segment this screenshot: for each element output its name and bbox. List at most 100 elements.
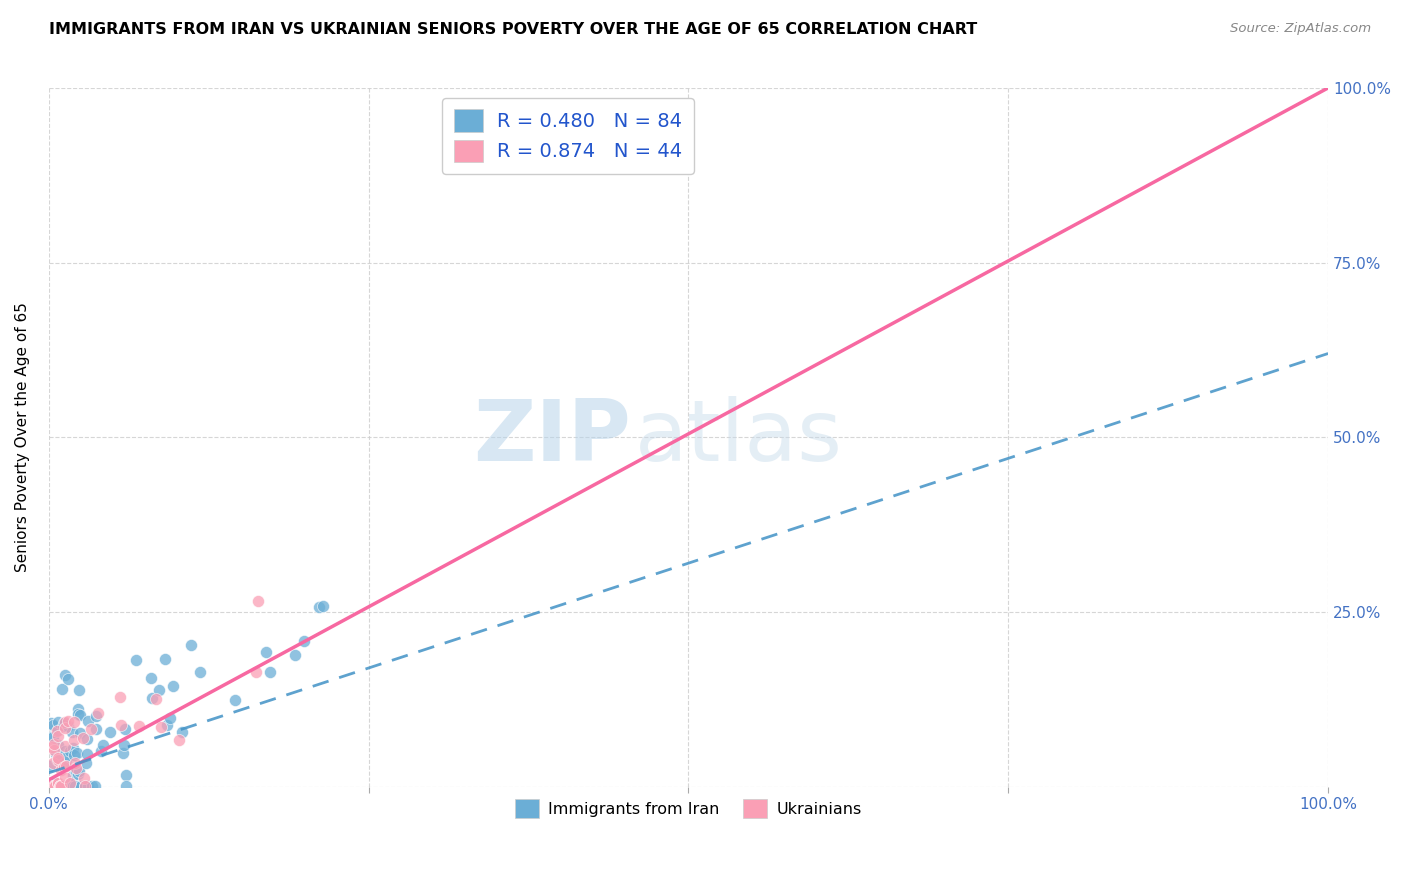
Point [77,779,100,793]
Point [45,724,67,739]
Point [62,724,84,739]
Point [67,767,90,781]
Point [180,638,202,652]
Point [62,779,84,793]
Point [66,706,89,721]
Point [108,690,131,704]
Point [62,733,84,747]
Point [42,737,65,751]
Point [53,667,76,681]
Point [45,753,67,767]
Point [39,779,62,793]
Point [56,748,79,763]
Point [128,719,150,733]
Point [110,718,132,732]
Legend: Immigrants from Iran, Ukrainians: Immigrants from Iran, Ukrainians [508,793,869,824]
Point [62,768,84,782]
Point [52,719,75,733]
Point [53,739,76,753]
Point [53,721,76,735]
Point [73,779,96,793]
Point [53,715,76,730]
Point [55,755,77,769]
Point [76,747,98,762]
Point [39,779,62,793]
Point [114,779,136,793]
Text: ZIP: ZIP [474,396,631,479]
Point [52,779,75,793]
Point [46,723,69,738]
Point [167,732,190,747]
Point [73,771,96,785]
Point [80,722,103,736]
Point [48,779,70,793]
Point [67,683,90,698]
Point [42,775,65,789]
Point [59,777,82,791]
Point [56,714,79,728]
Point [73,779,96,793]
Point [65,764,87,778]
Point [98,724,121,739]
Text: Source: ZipAtlas.com: Source: ZipAtlas.com [1230,22,1371,36]
Point [58,744,80,758]
Text: atlas: atlas [634,396,842,479]
Point [39,779,62,793]
Text: IMMIGRANTS FROM IRAN VS UKRAINIAN SENIORS POVERTY OVER THE AGE OF 65 CORRELATION: IMMIGRANTS FROM IRAN VS UKRAINIAN SENIOR… [49,22,977,37]
Point [254,645,277,659]
Point [292,634,315,648]
Point [283,648,305,663]
Point [46,751,69,765]
Point [51,682,73,697]
Point [69,726,91,740]
Point [52,756,75,771]
Point [49,763,72,777]
Point [42,742,65,756]
Point [63,756,86,771]
Point [53,744,76,758]
Point [112,738,135,752]
Point [67,764,90,779]
Point [159,711,181,725]
Point [42,730,65,744]
Point [46,776,69,790]
Point [114,768,136,782]
Point [63,779,86,793]
Point [246,594,269,608]
Point [69,707,91,722]
Point [65,761,87,775]
Point [84,708,107,723]
Point [44,779,66,793]
Point [308,599,330,614]
Point [141,690,163,705]
Point [145,692,167,706]
Point [77,714,100,728]
Point [87,706,110,721]
Point [42,756,65,770]
Point [46,729,69,743]
Point [82,779,104,793]
Point [45,747,67,761]
Point [53,716,76,731]
Point [245,665,267,679]
Point [75,756,97,770]
Point [139,671,162,685]
Point [48,776,70,790]
Point [39,779,62,793]
Point [46,753,69,767]
Point [69,779,91,793]
Point [44,779,66,793]
Point [66,702,89,716]
Point [45,779,67,793]
Point [84,722,107,736]
Point [188,665,211,680]
Point [46,779,69,793]
Point [259,665,281,679]
Point [125,653,148,667]
Point [90,744,112,758]
Point [46,738,69,752]
Point [76,731,98,746]
Point [66,746,89,760]
Point [63,714,86,729]
Point [49,779,72,793]
